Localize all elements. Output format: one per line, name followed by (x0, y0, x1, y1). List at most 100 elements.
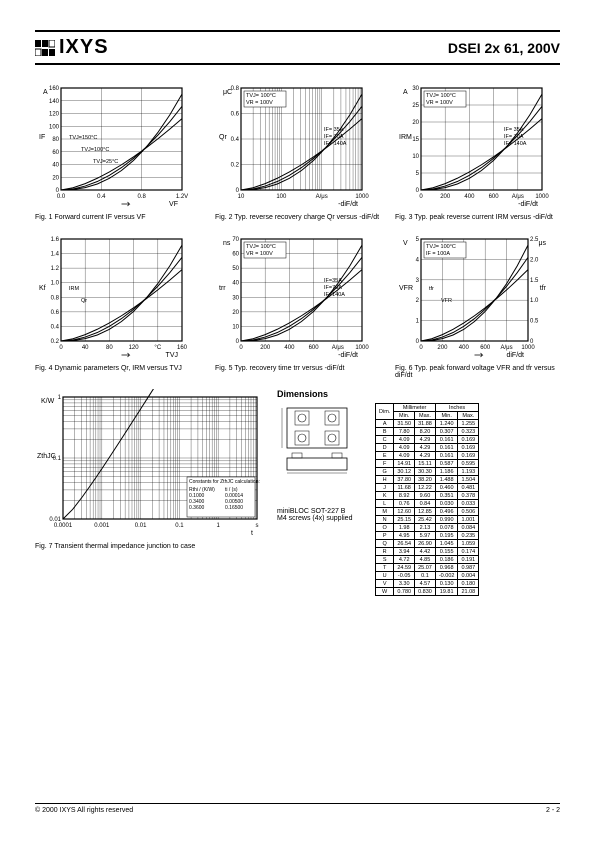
logo-text: IXYS (59, 36, 109, 59)
svg-text:200: 200 (440, 194, 451, 200)
svg-text:160: 160 (177, 345, 188, 351)
svg-text:2: 2 (416, 298, 420, 304)
svg-text:VF: VF (169, 201, 178, 208)
svg-text:30: 30 (412, 86, 419, 92)
svg-text:-diF/dt: -diF/dt (338, 201, 358, 208)
svg-text:0.16500: 0.16500 (225, 505, 243, 511)
svg-text:25: 25 (412, 103, 419, 109)
svg-text:IF=70A: IF=70A (324, 285, 342, 291)
svg-text:VFR: VFR (441, 298, 452, 304)
dimensions-section: Dimensions miniBLOC SOT-227 BM4 screws (… (277, 389, 560, 596)
svg-text:TVJ: TVJ (166, 352, 178, 359)
svg-text:1.0: 1.0 (530, 298, 539, 304)
svg-text:IF=140A: IF=140A (324, 292, 345, 298)
svg-text:IF=35A: IF=35A (324, 278, 342, 284)
svg-text:50: 50 (232, 266, 239, 272)
dimensions-table: Dim.MillimeterInchesMin.Max.Min.Max.A31.… (375, 403, 479, 596)
svg-text:1: 1 (58, 395, 62, 401)
svg-text:0.6: 0.6 (231, 112, 240, 118)
svg-text:400: 400 (464, 194, 475, 200)
svg-text:Constants for ZthJC calculatio: Constants for ZthJC calculation: (189, 479, 260, 485)
fig4-cell: 0.20.40.60.81.01.21.41.604080120°C160KfT… (35, 231, 200, 379)
svg-text:10: 10 (238, 194, 245, 200)
svg-text:0.4: 0.4 (97, 194, 106, 200)
header: IXYS DSEI 2x 61, 200V (35, 30, 560, 65)
svg-text:20: 20 (412, 120, 419, 126)
svg-text:1.5: 1.5 (530, 278, 539, 284)
dim-note: miniBLOC SOT-227 BM4 screws (4x) supplie… (277, 508, 367, 522)
svg-text:0.6: 0.6 (51, 310, 60, 316)
svg-text:μs: μs (538, 240, 546, 247)
fig5-chart: 0102030405060700200400600A/μs1000nstrr-d… (215, 231, 370, 361)
svg-text:1: 1 (416, 319, 420, 325)
svg-text:1000: 1000 (535, 194, 549, 200)
svg-text:TVJ=25°C: TVJ=25°C (93, 159, 118, 165)
svg-text:0.2: 0.2 (51, 339, 60, 345)
page-num: 2 - 2 (546, 807, 560, 814)
svg-text:TVJ=100°C: TVJ=100°C (81, 147, 109, 153)
svg-text:Kf: Kf (39, 285, 46, 292)
svg-text:0.8: 0.8 (137, 194, 146, 200)
fig2-caption: Fig. 2 Typ. reverse recovery charge Qr v… (215, 214, 380, 221)
svg-text:0.3600: 0.3600 (189, 505, 205, 511)
fig2-cell: 00.20.40.60.810100A/μs1000μCQr-diF/dtTVJ… (215, 80, 380, 221)
svg-text:K/W: K/W (41, 398, 55, 405)
fig2-chart: 00.20.40.60.810100A/μs1000μCQr-diF/dtTVJ… (215, 80, 370, 210)
svg-text:IF= 70A: IF= 70A (504, 134, 524, 140)
svg-text:A/μs: A/μs (501, 345, 513, 351)
bottom-row: 0.010.110.00010.0010.010.11s10K/WZthJCtC… (35, 389, 560, 596)
fig3-cell: 0510152025300200400600A/μs1000AIRM-diF/d… (395, 80, 560, 221)
svg-text:ns: ns (223, 240, 231, 247)
fig7-caption: Fig. 7 Transient thermal impedance junct… (35, 543, 265, 550)
svg-text:t: t (251, 530, 253, 537)
svg-text:VR = 100V: VR = 100V (426, 100, 453, 106)
svg-text:3: 3 (416, 278, 420, 284)
svg-text:TVJ= 100°C: TVJ= 100°C (246, 244, 276, 250)
svg-text:TVJ=150°C: TVJ=150°C (69, 135, 97, 141)
svg-text:IRM: IRM (69, 286, 80, 292)
fig1-cell: 0204060801001201401600.00.40.81.2VAIFVFT… (35, 80, 200, 221)
svg-text:10: 10 (232, 324, 239, 330)
svg-text:30: 30 (232, 295, 239, 301)
svg-text:40: 40 (232, 281, 239, 287)
svg-text:1.6: 1.6 (51, 237, 60, 243)
svg-text:600: 600 (489, 194, 500, 200)
fig3-chart: 0510152025300200400600A/μs1000AIRM-diF/d… (395, 80, 550, 210)
svg-text:0.1: 0.1 (175, 523, 184, 529)
svg-text:0.8: 0.8 (51, 295, 60, 301)
svg-text:A/μs: A/μs (512, 194, 524, 200)
svg-text:VR = 100V: VR = 100V (246, 251, 273, 257)
fig1-caption: Fig. 1 Forward current IF versus VF (35, 214, 200, 221)
svg-text:ZthJC: ZthJC (37, 453, 56, 460)
svg-text:tfr: tfr (429, 286, 434, 292)
svg-text:1.4: 1.4 (51, 252, 60, 258)
svg-text:60: 60 (232, 252, 239, 258)
svg-text:μC: μC (223, 89, 232, 96)
logo-icon (35, 40, 55, 56)
fig3-caption: Fig. 3 Typ. peak reverse current IRM ver… (395, 214, 560, 221)
logo: IXYS (35, 36, 109, 59)
svg-text:A: A (403, 89, 408, 96)
svg-text:400: 400 (284, 345, 295, 351)
svg-text:V: V (403, 240, 408, 247)
svg-text:80: 80 (52, 137, 59, 143)
svg-text:20: 20 (232, 310, 239, 316)
svg-text:10: 10 (412, 154, 419, 160)
svg-text:0: 0 (419, 194, 423, 200)
svg-text:IF= 140A: IF= 140A (324, 141, 347, 147)
fig7-chart: 0.010.110.00010.0010.010.11s10K/WZthJCtC… (35, 389, 265, 539)
svg-text:IF= 140A: IF= 140A (504, 141, 527, 147)
svg-text:IF: IF (39, 134, 45, 141)
svg-text:-diF/dt: -diF/dt (518, 201, 538, 208)
svg-text:20: 20 (52, 175, 59, 181)
svg-text:100: 100 (276, 194, 287, 200)
svg-text:200: 200 (437, 345, 448, 351)
dim-title: Dimensions (277, 389, 560, 399)
svg-text:2.0: 2.0 (530, 257, 539, 263)
svg-text:70: 70 (232, 237, 239, 243)
fig5-caption: Fig. 5 Typ. recovery time trr versus -di… (215, 365, 380, 372)
svg-text:-diF/dt: -diF/dt (338, 352, 358, 359)
svg-text:400: 400 (459, 345, 470, 351)
svg-text:1.2V: 1.2V (176, 194, 188, 200)
svg-text:IF= 35A: IF= 35A (504, 127, 524, 133)
